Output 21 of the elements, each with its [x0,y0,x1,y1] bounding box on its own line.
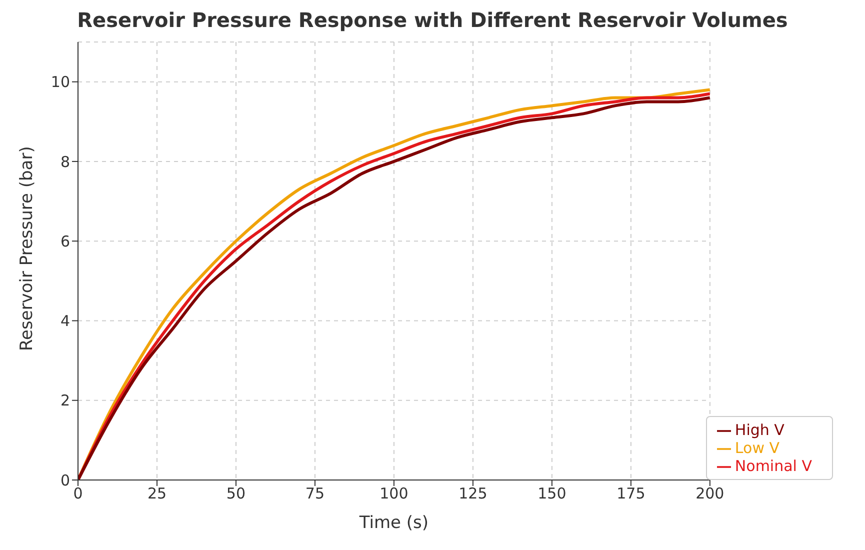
y-tick-label: 8 [60,152,70,171]
x-tick-label: 150 [538,484,566,503]
legend-label: Nominal V [734,457,812,475]
chart-title: Reservoir Pressure Response with Different Reservoir Volumes [76,8,789,34]
y-tick-label: 0 [60,471,70,490]
x-tick-label: 175 [616,484,646,503]
x-tick-label: 75 [305,484,325,503]
legend-label: Low V [734,439,780,457]
x-tick-label: 200 [696,484,724,503]
y-tick-label: 2 [60,392,70,410]
x-tick-label: 0 [73,484,83,503]
x-tick-label: 25 [147,484,167,503]
y-tick-label: 4 [60,312,70,330]
x-tick-label: 125 [458,484,488,503]
y-axis-title: Reservoir Pressure (bar) [17,146,38,351]
y-tick-label: 6 [60,232,70,250]
legend-label: High V [734,421,784,439]
x-axis-title: Time (s) [358,513,429,533]
y-tick-label: 10 [50,73,70,92]
x-tick-label: 50 [226,484,246,503]
x-tick-label: 100 [380,484,408,503]
